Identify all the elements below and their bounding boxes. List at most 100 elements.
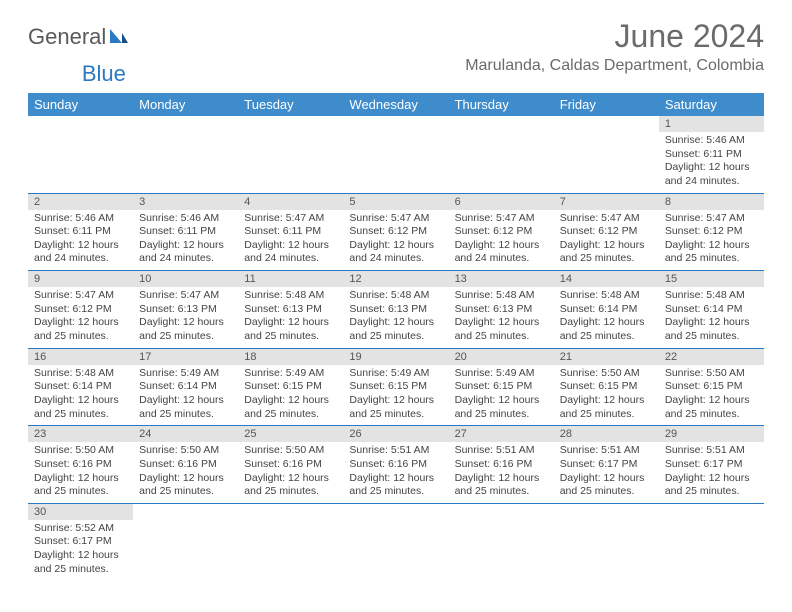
daylight-line: Daylight: 12 hours and 25 minutes. bbox=[34, 472, 127, 499]
sunrise-line: Sunrise: 5:48 AM bbox=[349, 289, 442, 303]
sunset-line: Sunset: 6:13 PM bbox=[455, 303, 548, 317]
sunrise-line: Sunrise: 5:49 AM bbox=[139, 367, 232, 381]
day-details: Sunrise: 5:47 AMSunset: 6:11 PMDaylight:… bbox=[238, 210, 343, 271]
calendar-empty-cell bbox=[659, 503, 764, 580]
sunset-line: Sunset: 6:12 PM bbox=[349, 225, 442, 239]
day-number: 25 bbox=[238, 426, 343, 442]
sunset-line: Sunset: 6:15 PM bbox=[455, 380, 548, 394]
day-details: Sunrise: 5:47 AMSunset: 6:12 PMDaylight:… bbox=[343, 210, 448, 271]
calendar-week-row: 2Sunrise: 5:46 AMSunset: 6:11 PMDaylight… bbox=[28, 193, 764, 271]
calendar-day-cell: 3Sunrise: 5:46 AMSunset: 6:11 PMDaylight… bbox=[133, 193, 238, 271]
sunrise-line: Sunrise: 5:49 AM bbox=[349, 367, 442, 381]
sunset-line: Sunset: 6:12 PM bbox=[560, 225, 653, 239]
calendar-day-cell: 5Sunrise: 5:47 AMSunset: 6:12 PMDaylight… bbox=[343, 193, 448, 271]
day-header: Wednesday bbox=[343, 93, 448, 116]
day-details: Sunrise: 5:47 AMSunset: 6:12 PMDaylight:… bbox=[659, 210, 764, 271]
sunset-line: Sunset: 6:13 PM bbox=[349, 303, 442, 317]
sunset-line: Sunset: 6:14 PM bbox=[34, 380, 127, 394]
day-number: 11 bbox=[238, 271, 343, 287]
calendar-empty-cell bbox=[449, 503, 554, 580]
day-details: Sunrise: 5:51 AMSunset: 6:16 PMDaylight:… bbox=[343, 442, 448, 503]
sunrise-line: Sunrise: 5:46 AM bbox=[665, 134, 758, 148]
sunrise-line: Sunrise: 5:50 AM bbox=[244, 444, 337, 458]
logo-sail-icon bbox=[108, 25, 130, 51]
calendar-empty-cell bbox=[343, 116, 448, 193]
calendar-day-cell: 18Sunrise: 5:49 AMSunset: 6:15 PMDayligh… bbox=[238, 348, 343, 426]
sunrise-line: Sunrise: 5:50 AM bbox=[560, 367, 653, 381]
calendar-week-row: 30Sunrise: 5:52 AMSunset: 6:17 PMDayligh… bbox=[28, 503, 764, 580]
daylight-line: Daylight: 12 hours and 25 minutes. bbox=[244, 394, 337, 421]
daylight-line: Daylight: 12 hours and 25 minutes. bbox=[455, 472, 548, 499]
day-number: 22 bbox=[659, 349, 764, 365]
day-details: Sunrise: 5:47 AMSunset: 6:12 PMDaylight:… bbox=[28, 287, 133, 348]
daylight-line: Daylight: 12 hours and 25 minutes. bbox=[34, 394, 127, 421]
calendar-day-cell: 4Sunrise: 5:47 AMSunset: 6:11 PMDaylight… bbox=[238, 193, 343, 271]
daylight-line: Daylight: 12 hours and 25 minutes. bbox=[244, 472, 337, 499]
day-number: 9 bbox=[28, 271, 133, 287]
day-number: 27 bbox=[449, 426, 554, 442]
calendar-empty-cell bbox=[238, 503, 343, 580]
daylight-line: Daylight: 12 hours and 25 minutes. bbox=[139, 394, 232, 421]
sunrise-line: Sunrise: 5:47 AM bbox=[139, 289, 232, 303]
sunrise-line: Sunrise: 5:48 AM bbox=[455, 289, 548, 303]
day-header: Friday bbox=[554, 93, 659, 116]
sunset-line: Sunset: 6:16 PM bbox=[139, 458, 232, 472]
sunrise-line: Sunrise: 5:48 AM bbox=[560, 289, 653, 303]
day-number: 14 bbox=[554, 271, 659, 287]
sunrise-line: Sunrise: 5:48 AM bbox=[34, 367, 127, 381]
calendar-empty-cell bbox=[343, 503, 448, 580]
day-number: 2 bbox=[28, 194, 133, 210]
sunset-line: Sunset: 6:17 PM bbox=[560, 458, 653, 472]
calendar-day-cell: 24Sunrise: 5:50 AMSunset: 6:16 PMDayligh… bbox=[133, 426, 238, 504]
day-details: Sunrise: 5:50 AMSunset: 6:15 PMDaylight:… bbox=[554, 365, 659, 426]
daylight-line: Daylight: 12 hours and 24 minutes. bbox=[244, 239, 337, 266]
sunrise-line: Sunrise: 5:50 AM bbox=[665, 367, 758, 381]
sunset-line: Sunset: 6:15 PM bbox=[349, 380, 442, 394]
sunrise-line: Sunrise: 5:48 AM bbox=[244, 289, 337, 303]
calendar-day-cell: 14Sunrise: 5:48 AMSunset: 6:14 PMDayligh… bbox=[554, 271, 659, 349]
day-number: 17 bbox=[133, 349, 238, 365]
sunrise-line: Sunrise: 5:47 AM bbox=[349, 212, 442, 226]
day-number: 5 bbox=[343, 194, 448, 210]
calendar-day-cell: 20Sunrise: 5:49 AMSunset: 6:15 PMDayligh… bbox=[449, 348, 554, 426]
day-details: Sunrise: 5:48 AMSunset: 6:14 PMDaylight:… bbox=[554, 287, 659, 348]
sunrise-line: Sunrise: 5:46 AM bbox=[139, 212, 232, 226]
daylight-line: Daylight: 12 hours and 24 minutes. bbox=[665, 161, 758, 188]
daylight-line: Daylight: 12 hours and 25 minutes. bbox=[560, 394, 653, 421]
sunset-line: Sunset: 6:15 PM bbox=[560, 380, 653, 394]
daylight-line: Daylight: 12 hours and 25 minutes. bbox=[139, 316, 232, 343]
sunset-line: Sunset: 6:14 PM bbox=[560, 303, 653, 317]
day-details: Sunrise: 5:48 AMSunset: 6:14 PMDaylight:… bbox=[659, 287, 764, 348]
day-number: 8 bbox=[659, 194, 764, 210]
sunset-line: Sunset: 6:13 PM bbox=[139, 303, 232, 317]
calendar-day-cell: 8Sunrise: 5:47 AMSunset: 6:12 PMDaylight… bbox=[659, 193, 764, 271]
daylight-line: Daylight: 12 hours and 25 minutes. bbox=[349, 394, 442, 421]
day-number: 19 bbox=[343, 349, 448, 365]
sunrise-line: Sunrise: 5:51 AM bbox=[455, 444, 548, 458]
calendar-day-cell: 26Sunrise: 5:51 AMSunset: 6:16 PMDayligh… bbox=[343, 426, 448, 504]
sunset-line: Sunset: 6:13 PM bbox=[244, 303, 337, 317]
calendar-day-cell: 23Sunrise: 5:50 AMSunset: 6:16 PMDayligh… bbox=[28, 426, 133, 504]
month-title: June 2024 bbox=[465, 18, 764, 55]
sunrise-line: Sunrise: 5:52 AM bbox=[34, 522, 127, 536]
sunset-line: Sunset: 6:16 PM bbox=[244, 458, 337, 472]
daylight-line: Daylight: 12 hours and 25 minutes. bbox=[349, 316, 442, 343]
sunset-line: Sunset: 6:12 PM bbox=[665, 225, 758, 239]
daylight-line: Daylight: 12 hours and 25 minutes. bbox=[34, 316, 127, 343]
calendar-day-cell: 6Sunrise: 5:47 AMSunset: 6:12 PMDaylight… bbox=[449, 193, 554, 271]
daylight-line: Daylight: 12 hours and 24 minutes. bbox=[34, 239, 127, 266]
day-details: Sunrise: 5:48 AMSunset: 6:14 PMDaylight:… bbox=[28, 365, 133, 426]
calendar-day-cell: 9Sunrise: 5:47 AMSunset: 6:12 PMDaylight… bbox=[28, 271, 133, 349]
sunrise-line: Sunrise: 5:47 AM bbox=[244, 212, 337, 226]
calendar-day-cell: 1Sunrise: 5:46 AMSunset: 6:11 PMDaylight… bbox=[659, 116, 764, 193]
calendar-day-cell: 30Sunrise: 5:52 AMSunset: 6:17 PMDayligh… bbox=[28, 503, 133, 580]
calendar-day-cell: 7Sunrise: 5:47 AMSunset: 6:12 PMDaylight… bbox=[554, 193, 659, 271]
daylight-line: Daylight: 12 hours and 25 minutes. bbox=[560, 239, 653, 266]
daylight-line: Daylight: 12 hours and 24 minutes. bbox=[139, 239, 232, 266]
day-number: 24 bbox=[133, 426, 238, 442]
day-number: 16 bbox=[28, 349, 133, 365]
day-number: 13 bbox=[449, 271, 554, 287]
calendar-week-row: 9Sunrise: 5:47 AMSunset: 6:12 PMDaylight… bbox=[28, 271, 764, 349]
day-details: Sunrise: 5:52 AMSunset: 6:17 PMDaylight:… bbox=[28, 520, 133, 581]
sunrise-line: Sunrise: 5:47 AM bbox=[560, 212, 653, 226]
